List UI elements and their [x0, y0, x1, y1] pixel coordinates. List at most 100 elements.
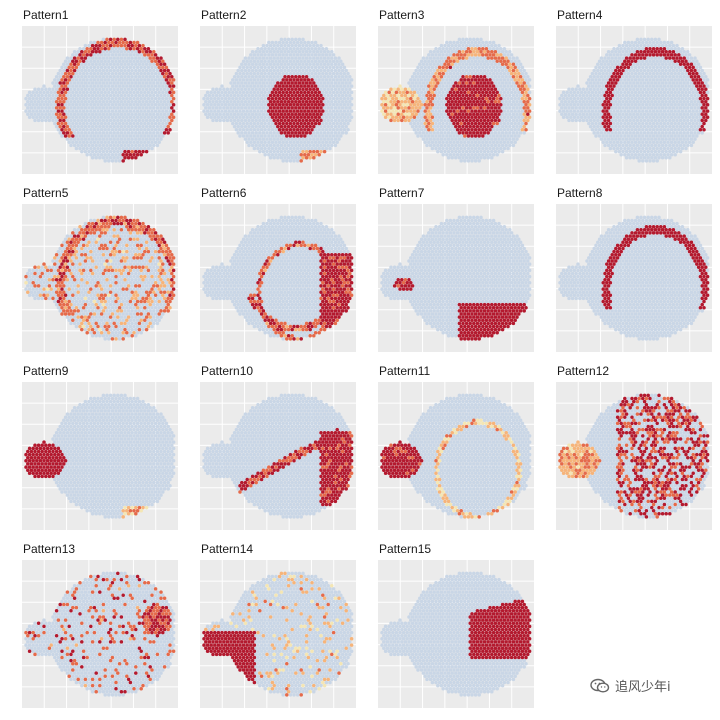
spot [509, 90, 514, 95]
spot [651, 53, 656, 57]
spot [101, 240, 106, 245]
spot [682, 62, 686, 67]
spot [152, 50, 156, 54]
spot [466, 65, 471, 70]
spot [621, 81, 625, 85]
spot [99, 121, 104, 126]
spot [238, 103, 242, 107]
spot [445, 103, 449, 107]
spot [81, 231, 86, 235]
spot [283, 50, 287, 54]
spot [279, 143, 284, 148]
spot [276, 156, 280, 160]
spot [67, 109, 71, 113]
spot [486, 149, 490, 154]
spot [310, 78, 314, 82]
spot [89, 140, 93, 144]
spot [38, 96, 43, 101]
spot [153, 96, 158, 101]
spot [682, 68, 686, 73]
spot [90, 87, 95, 91]
spot [700, 99, 704, 104]
spot [594, 71, 598, 76]
spot [121, 59, 125, 63]
spot [137, 50, 142, 54]
spot [339, 103, 343, 107]
spot [295, 159, 300, 163]
spot [259, 65, 264, 70]
spot [491, 134, 496, 138]
spot [642, 68, 647, 73]
spot [651, 152, 656, 157]
spot [425, 106, 429, 110]
spot [428, 118, 433, 123]
spot [596, 112, 600, 116]
spot [445, 78, 449, 82]
spot [666, 103, 670, 107]
spot [45, 109, 50, 113]
spot [472, 93, 476, 98]
spot [220, 115, 224, 120]
spot [283, 143, 287, 148]
spot [130, 112, 134, 116]
spot [250, 93, 255, 98]
spot [101, 93, 106, 98]
spot [146, 78, 151, 82]
spot [83, 43, 88, 48]
spot [482, 68, 487, 73]
spot [427, 59, 431, 63]
spot [58, 93, 62, 98]
spot [466, 140, 471, 144]
spot [587, 78, 591, 82]
spot [617, 62, 622, 67]
spot [695, 134, 699, 138]
spot [205, 109, 210, 113]
spot [491, 59, 496, 63]
spot [437, 146, 442, 151]
spot [121, 218, 125, 223]
spot [288, 65, 293, 70]
spot [94, 62, 98, 67]
spot [482, 81, 487, 85]
spot [333, 81, 338, 85]
spot [276, 137, 280, 141]
spot [621, 43, 625, 48]
spot [382, 93, 386, 98]
spot [123, 106, 127, 110]
spot [87, 50, 91, 54]
spot [87, 75, 91, 79]
spot [455, 71, 460, 76]
spot [490, 143, 494, 148]
spot [92, 53, 97, 57]
spot [321, 115, 325, 120]
spot [673, 53, 677, 57]
spot [700, 106, 704, 110]
spot [112, 37, 116, 42]
spot [646, 56, 650, 60]
spot [389, 87, 393, 91]
spot [155, 143, 160, 148]
spot [90, 131, 95, 135]
spot [651, 140, 656, 144]
spot [488, 40, 492, 45]
spot [54, 124, 59, 129]
spot [448, 65, 453, 70]
spot [71, 65, 75, 70]
spot [234, 115, 239, 120]
spot [170, 112, 174, 116]
spot [313, 59, 318, 63]
spot [504, 87, 508, 91]
spot [508, 81, 512, 85]
spot [90, 137, 95, 141]
spot [418, 93, 422, 98]
spot [430, 109, 435, 113]
spot [517, 121, 521, 126]
spot [261, 124, 266, 129]
spot [635, 131, 640, 135]
spot [448, 121, 453, 126]
spot [322, 149, 327, 154]
spot [637, 40, 641, 45]
spot [238, 109, 242, 113]
spot [53, 121, 57, 126]
spot [650, 149, 654, 154]
